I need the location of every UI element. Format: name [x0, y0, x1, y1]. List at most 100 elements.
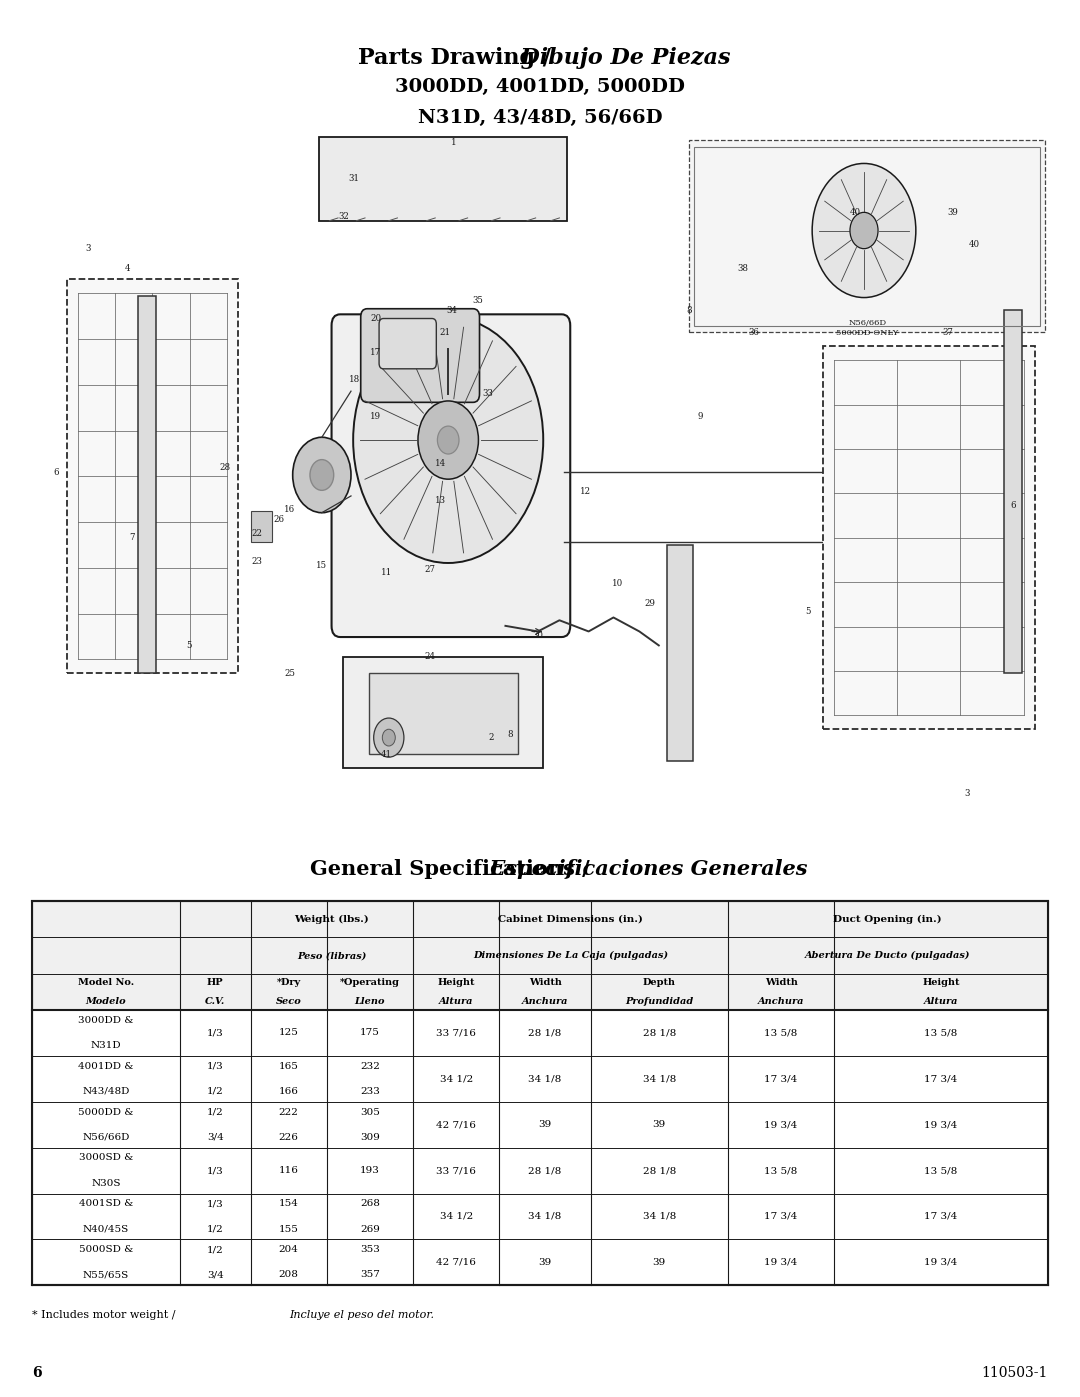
Text: 166: 166: [279, 1087, 299, 1095]
Text: Especificaciones Generales: Especificaciones Generales: [272, 859, 808, 879]
Text: 38: 38: [738, 264, 748, 272]
Text: N30S: N30S: [91, 1179, 121, 1187]
Text: 17 3/4: 17 3/4: [765, 1213, 798, 1221]
Text: Seco: Seco: [275, 997, 301, 1006]
Text: C.V.: C.V.: [205, 997, 226, 1006]
Text: 5000DD &: 5000DD &: [78, 1108, 134, 1116]
Text: 204: 204: [279, 1245, 299, 1255]
Circle shape: [374, 718, 404, 757]
Bar: [694, 147, 1040, 326]
Text: 36: 36: [748, 328, 759, 337]
Text: 7: 7: [129, 534, 135, 542]
Text: Modelo: Modelo: [85, 997, 126, 1006]
Text: 13 5/8: 13 5/8: [765, 1028, 798, 1038]
Text: 39: 39: [539, 1120, 552, 1129]
Text: 14: 14: [435, 460, 446, 468]
Text: 3: 3: [964, 789, 969, 798]
Bar: [32, 901, 1048, 1010]
Text: 26: 26: [273, 515, 284, 524]
Text: 3000SD &: 3000SD &: [79, 1154, 133, 1162]
Text: 41: 41: [381, 750, 392, 759]
Text: 19 3/4: 19 3/4: [924, 1120, 958, 1129]
Circle shape: [812, 163, 916, 298]
Text: 22: 22: [252, 529, 262, 538]
Text: 357: 357: [360, 1270, 380, 1280]
Text: 309: 309: [360, 1133, 380, 1141]
Text: N56/66D
5000DD ONLY: N56/66D 5000DD ONLY: [836, 319, 899, 337]
Text: 1/3: 1/3: [206, 1062, 224, 1070]
Text: 226: 226: [279, 1133, 299, 1141]
Text: 268: 268: [360, 1200, 380, 1208]
Bar: [319, 137, 567, 221]
Text: 6: 6: [1010, 502, 1016, 510]
Text: 1/3: 1/3: [206, 1166, 224, 1175]
Text: 1/2: 1/2: [206, 1087, 224, 1095]
FancyBboxPatch shape: [361, 309, 480, 402]
Text: 33 7/16: 33 7/16: [436, 1028, 476, 1038]
Text: Altura: Altura: [438, 997, 473, 1006]
Text: 35: 35: [472, 296, 483, 305]
Text: 17: 17: [370, 348, 381, 356]
Text: 42 7/16: 42 7/16: [436, 1257, 476, 1267]
Text: 30: 30: [532, 631, 543, 640]
Text: 16: 16: [284, 506, 295, 514]
Text: Height: Height: [437, 978, 475, 986]
Bar: [1004, 310, 1022, 673]
Text: 6: 6: [53, 468, 59, 476]
Text: 28 1/8: 28 1/8: [643, 1166, 676, 1175]
Text: 165: 165: [279, 1062, 299, 1070]
Text: Anchura: Anchura: [522, 997, 568, 1006]
Text: 28: 28: [219, 464, 230, 472]
Text: 13 5/8: 13 5/8: [765, 1166, 798, 1175]
Text: 13: 13: [435, 496, 446, 504]
Text: 3/4: 3/4: [206, 1133, 224, 1141]
Text: 19 3/4: 19 3/4: [765, 1120, 798, 1129]
Text: 24: 24: [424, 652, 435, 661]
Circle shape: [437, 426, 459, 454]
Text: 154: 154: [279, 1200, 299, 1208]
Text: 39: 39: [652, 1257, 666, 1267]
Text: 13 5/8: 13 5/8: [924, 1166, 958, 1175]
Text: 1: 1: [450, 138, 457, 147]
Text: 17 3/4: 17 3/4: [924, 1213, 958, 1221]
Text: 1/2: 1/2: [206, 1108, 224, 1116]
Circle shape: [293, 437, 351, 513]
Text: 19: 19: [370, 412, 381, 420]
Text: 15: 15: [316, 562, 327, 570]
Text: 232: 232: [360, 1062, 380, 1070]
Bar: [343, 657, 543, 768]
Bar: [667, 545, 693, 761]
Text: 1/2: 1/2: [206, 1225, 224, 1234]
Text: Profundidad: Profundidad: [625, 997, 693, 1006]
Bar: [138, 296, 156, 673]
Text: 10: 10: [612, 580, 623, 588]
Circle shape: [353, 317, 543, 563]
Text: 39: 39: [652, 1120, 666, 1129]
Text: 34 1/8: 34 1/8: [643, 1074, 676, 1083]
Text: 18: 18: [349, 376, 360, 384]
Text: 3: 3: [86, 244, 91, 253]
Circle shape: [310, 460, 334, 490]
Text: *Operating: *Operating: [340, 978, 400, 986]
Text: 33: 33: [483, 390, 494, 398]
FancyBboxPatch shape: [332, 314, 570, 637]
Text: 175: 175: [360, 1028, 380, 1038]
Text: Model No.: Model No.: [78, 978, 134, 986]
Text: 3000DD &: 3000DD &: [78, 1016, 134, 1025]
Text: 32: 32: [338, 212, 349, 221]
Circle shape: [382, 729, 395, 746]
Text: Peso (libras): Peso (libras): [297, 951, 366, 960]
Text: 29: 29: [645, 599, 656, 608]
Text: 21: 21: [440, 328, 450, 337]
Text: Dimensiones De La Caja (pulgadas): Dimensiones De La Caja (pulgadas): [473, 951, 669, 960]
Text: 1/2: 1/2: [206, 1245, 224, 1255]
Text: 1/3: 1/3: [206, 1200, 224, 1208]
Text: 28 1/8: 28 1/8: [528, 1028, 562, 1038]
Text: 20: 20: [370, 314, 381, 323]
FancyBboxPatch shape: [67, 279, 238, 673]
Text: 23: 23: [252, 557, 262, 566]
Text: *Dry: *Dry: [276, 978, 301, 986]
Text: 8: 8: [507, 731, 513, 739]
Text: 19 3/4: 19 3/4: [924, 1257, 958, 1267]
Text: 34 1/8: 34 1/8: [528, 1074, 562, 1083]
